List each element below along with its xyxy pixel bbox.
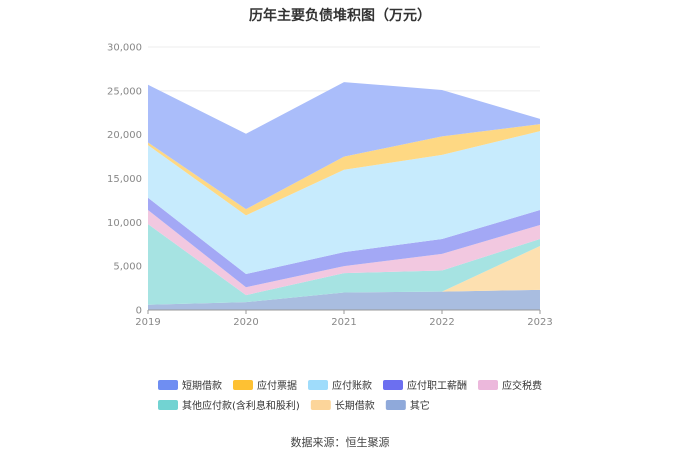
legend-swatch <box>308 380 328 390</box>
legend-item[interactable]: 应付票据 <box>233 379 297 392</box>
legend-swatch <box>478 380 498 390</box>
y-axis: 0 5,000 10,000 15,000 20,000 25,000 30,000 <box>107 43 142 317</box>
legend-item[interactable]: 其它 <box>385 399 430 412</box>
legend-swatch <box>385 400 406 410</box>
legend-label: 短期借款 <box>182 379 222 392</box>
data-source-note: 数据来源：恒生聚源 <box>291 435 390 449</box>
area-series-2 <box>148 224 540 305</box>
x-tick-label: 2020 <box>233 317 258 328</box>
area-series-3 <box>148 210 540 296</box>
legend-label: 应付票据 <box>257 379 297 392</box>
legend-item[interactable]: 其他应付款(含利息和股利) <box>158 399 300 412</box>
legend-swatch <box>310 400 331 410</box>
chart-title: 历年主要负债堆积图（万元） <box>249 7 431 24</box>
y-tick-label: 0 <box>136 306 142 317</box>
legend-item[interactable]: 应交税费 <box>478 379 542 392</box>
legend-label: 应付职工薪酬 <box>407 379 467 392</box>
legend-swatch <box>233 380 253 390</box>
y-tick-label: 15,000 <box>107 174 142 185</box>
legend-swatch <box>158 400 178 410</box>
x-tick-label: 2022 <box>429 317 454 328</box>
legend-swatch <box>383 380 403 390</box>
area-series-5 <box>148 131 540 275</box>
legend-item[interactable]: 长期借款 <box>310 399 375 412</box>
x-tick-label: 2019 <box>135 317 160 328</box>
y-tick-label: 30,000 <box>107 43 142 54</box>
legend-label: 长期借款 <box>335 399 375 412</box>
area-series-6 <box>148 124 540 216</box>
legend-item[interactable]: 短期借款 <box>158 379 222 392</box>
area-layers <box>148 82 540 310</box>
legend-item[interactable]: 应付职工薪酬 <box>383 379 467 392</box>
x-tick-label: 2021 <box>331 317 356 328</box>
legend-label: 应付账款 <box>332 379 372 392</box>
legend-swatch <box>158 380 178 390</box>
y-tick-label: 20,000 <box>107 130 142 141</box>
legend-item[interactable]: 应付账款 <box>308 379 372 392</box>
x-tick-label: 2023 <box>527 317 552 328</box>
area-series-0 <box>148 289 540 310</box>
area-series-7 <box>148 82 540 210</box>
y-tick-label: 5,000 <box>113 262 142 273</box>
y-tick-label: 25,000 <box>107 86 142 97</box>
area-series-4 <box>148 197 540 288</box>
legend-label: 应交税费 <box>502 379 542 392</box>
x-axis: 2019 2020 2021 2022 2023 <box>135 309 553 328</box>
legend-label: 其他应付款(含利息和股利) <box>182 399 300 412</box>
legend-label: 其它 <box>410 399 430 412</box>
y-tick-label: 10,000 <box>107 218 142 229</box>
